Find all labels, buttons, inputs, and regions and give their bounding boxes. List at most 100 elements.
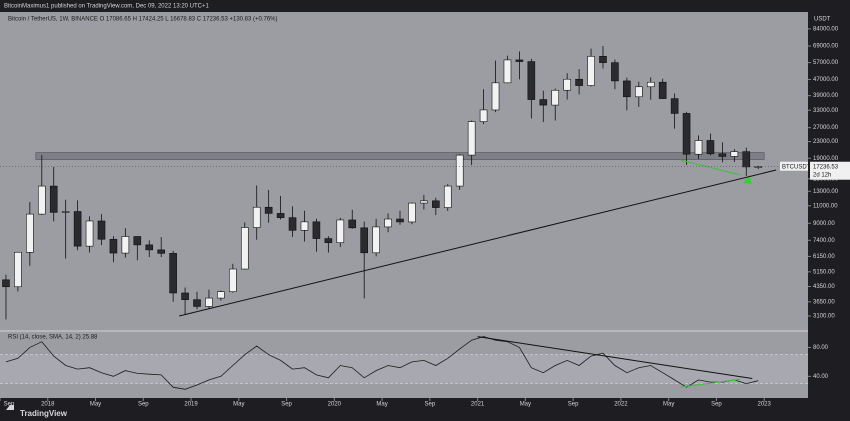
candle-body <box>217 291 225 299</box>
x-tick-label: Sep <box>568 402 579 408</box>
y-unit: USDT <box>814 17 831 23</box>
y-tick-label: 23000.00 <box>813 139 839 145</box>
candle-body <box>443 185 452 208</box>
candle-body <box>527 61 536 100</box>
candle-body <box>360 227 368 254</box>
candle-body <box>658 81 667 99</box>
arrow <box>743 175 752 184</box>
candle-body <box>264 206 273 214</box>
candle-body <box>240 227 249 270</box>
candle-body <box>181 292 189 300</box>
candle-body <box>742 151 751 168</box>
candle-body <box>157 249 165 254</box>
x-tick-label: 2020 <box>328 402 342 408</box>
x-tick-label: May <box>663 402 674 408</box>
candle-body <box>324 238 333 243</box>
candle-body <box>503 59 512 84</box>
candle-body <box>730 151 739 157</box>
candle-body <box>563 78 571 91</box>
y-tick-label: 27000.00 <box>813 125 839 131</box>
candle-body <box>491 82 500 111</box>
candle-body <box>754 166 763 168</box>
y-tick-label: 39000.00 <box>813 93 839 99</box>
candle-body <box>455 154 464 187</box>
x-tick-label: Sep <box>281 402 292 408</box>
y-tick-label: 13000.00 <box>813 189 839 195</box>
x-tick-label: 2022 <box>614 402 628 408</box>
y-tick-label: 80.00 <box>813 345 829 351</box>
candle-body <box>635 86 643 98</box>
y-tick-label: 33000.00 <box>813 108 839 114</box>
candle-body <box>300 221 309 231</box>
candle-body <box>539 99 548 106</box>
candle-body <box>408 202 416 223</box>
x-tick-label: 2021 <box>471 402 485 408</box>
rsi-band <box>0 354 808 384</box>
x-tick-label: 2023 <box>757 402 771 408</box>
candle-body <box>587 56 595 86</box>
candle-body <box>37 185 46 215</box>
candle-body <box>288 217 297 231</box>
last-price: 17236.53 <box>813 164 839 170</box>
price-box <box>810 161 850 180</box>
x-tick-label: 2018 <box>41 402 55 408</box>
rsi-title: RSI (14, close, SMA, 14, 2) 25.88 <box>8 335 98 341</box>
y-tick-label: 11000.00 <box>813 203 838 209</box>
candle-body <box>133 236 142 246</box>
y-tick-label: 7400.00 <box>813 238 835 244</box>
rsi-line <box>5 336 759 390</box>
candle-body <box>599 56 607 63</box>
x-tick-label: May <box>233 402 244 408</box>
x-tick-label: Sep <box>425 402 436 408</box>
candle-body <box>611 62 619 82</box>
candle-body <box>384 218 392 228</box>
symbol: BTCUSDT <box>782 164 811 170</box>
candle-body <box>85 220 94 247</box>
x-tick-label: Sep <box>138 402 149 408</box>
candle-body <box>515 59 524 62</box>
candle-body <box>396 218 404 223</box>
candle-body <box>623 80 631 98</box>
candle-body <box>575 78 583 86</box>
candle-body <box>26 213 34 253</box>
candle-body <box>706 140 715 155</box>
trendline <box>680 159 741 176</box>
candle-body <box>49 185 58 213</box>
candle-body <box>646 81 655 88</box>
countdown: 2d 12h <box>813 172 831 178</box>
footer: TradingView <box>20 409 68 418</box>
candle-body <box>682 113 691 155</box>
y-tick-label: 5150.00 <box>813 269 835 275</box>
candle-body <box>694 140 703 155</box>
candle-body <box>121 236 130 254</box>
candle-body <box>551 89 560 106</box>
candle-body <box>193 299 201 307</box>
candle-body <box>2 279 10 288</box>
y-tick-label: 3100.00 <box>813 314 835 320</box>
resistance-zone <box>35 152 765 160</box>
x-tick-label: Sep <box>4 402 15 408</box>
symbol-box <box>780 161 808 171</box>
y-tick-label: 40.00 <box>813 374 829 380</box>
x-tick-label: May <box>90 402 101 408</box>
trendline <box>477 336 753 379</box>
y-tick-label: 19000.00 <box>813 156 839 162</box>
candle-body <box>420 200 428 204</box>
x-tick-label: May <box>520 402 531 408</box>
candle-body <box>229 268 237 292</box>
trendline <box>680 378 741 388</box>
x-tick-label: 2019 <box>184 402 198 408</box>
candle-body <box>670 98 679 114</box>
candle-body <box>14 251 22 288</box>
logo <box>6 405 14 410</box>
candle-body <box>336 219 345 243</box>
y-tick-label: 6150.00 <box>813 254 835 260</box>
candle-body <box>467 121 476 156</box>
candle-body <box>252 206 261 228</box>
candle-body <box>479 109 488 122</box>
legend: Bitcoin / TetherUS, 1W, BINANCE O 17086.… <box>8 17 278 23</box>
plot-area <box>0 12 808 398</box>
candle-body <box>718 153 727 157</box>
